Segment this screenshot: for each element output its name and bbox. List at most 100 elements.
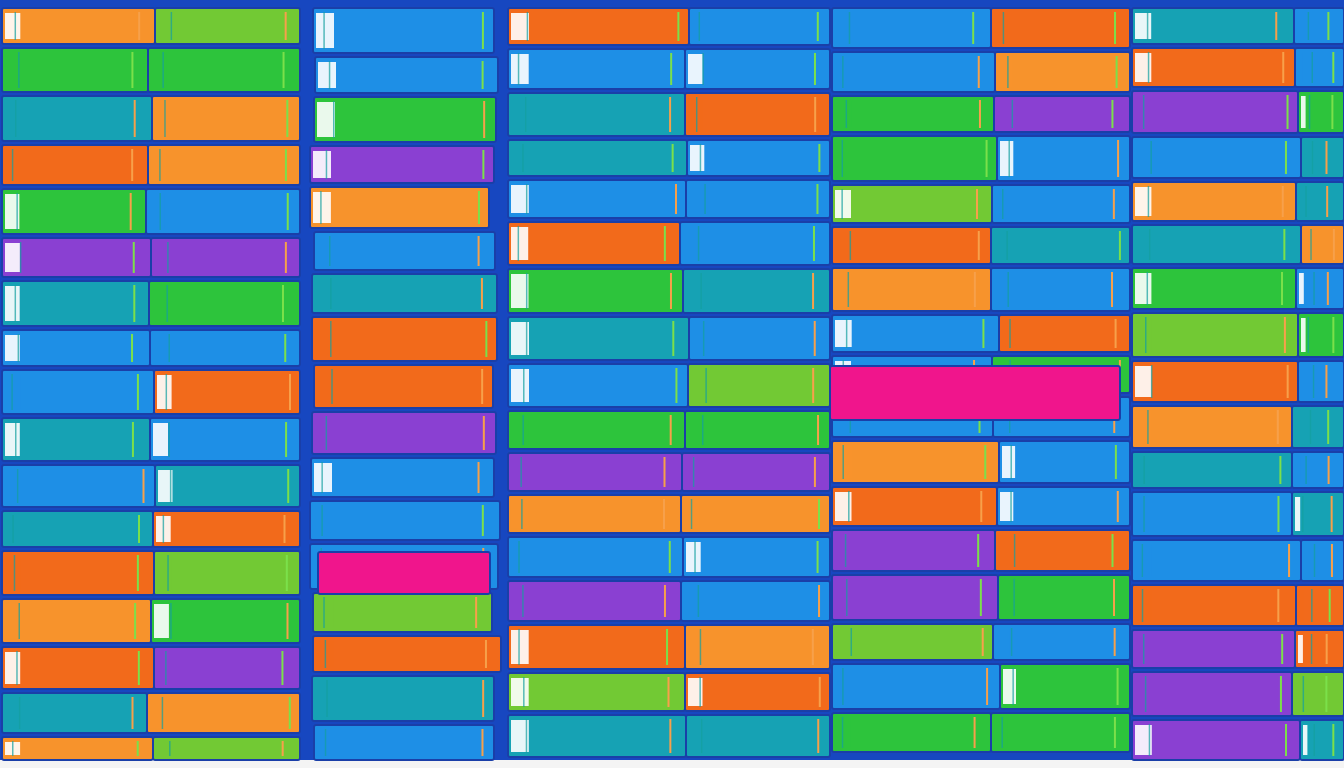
book-pages <box>313 151 331 178</box>
book-pages <box>1303 725 1308 755</box>
book <box>1 550 155 596</box>
book <box>680 580 831 622</box>
book-pages <box>835 580 852 615</box>
book-pages <box>153 423 168 456</box>
book <box>507 672 686 712</box>
book <box>507 494 682 534</box>
book-pages <box>5 556 21 590</box>
book-pages <box>1135 13 1152 39</box>
book-pages <box>5 101 20 136</box>
book-pages <box>686 542 701 572</box>
book-pages <box>1135 411 1151 443</box>
book-pages <box>835 232 851 259</box>
book-pages <box>1135 545 1152 576</box>
book-pages <box>155 101 170 136</box>
book-pages <box>998 535 1012 566</box>
book-pages <box>5 13 21 39</box>
book <box>311 316 498 362</box>
book-pages <box>1298 53 1303 82</box>
book-pages <box>511 54 529 84</box>
book <box>311 411 497 455</box>
book <box>507 268 684 314</box>
book <box>685 714 831 758</box>
book-pages <box>511 542 529 572</box>
book <box>1131 7 1295 45</box>
book-pages <box>835 320 852 347</box>
book-pages <box>154 604 169 638</box>
book-pages <box>150 698 166 728</box>
book <box>146 692 301 734</box>
book-pages <box>689 720 704 752</box>
book-pages <box>688 98 703 131</box>
book-pages <box>5 53 20 87</box>
book-pages <box>1002 320 1016 347</box>
book-pages <box>1135 366 1152 397</box>
book-pages <box>1299 187 1304 216</box>
book-pages <box>5 698 20 728</box>
book <box>1294 47 1344 88</box>
book-pages <box>1003 669 1016 704</box>
book <box>685 179 831 219</box>
book <box>1293 7 1344 45</box>
book-pages <box>158 470 173 502</box>
book-pages <box>5 194 20 229</box>
book-pages <box>1304 545 1309 576</box>
book-pages <box>157 652 172 684</box>
book <box>687 363 831 408</box>
book-pages <box>994 13 1008 43</box>
book <box>149 417 301 462</box>
book <box>1294 629 1344 669</box>
book <box>147 144 301 186</box>
book <box>1131 360 1299 403</box>
book-pages <box>511 322 529 355</box>
book-pages <box>835 273 851 306</box>
book <box>1131 224 1302 265</box>
book <box>1300 539 1344 582</box>
book <box>1291 671 1344 717</box>
book-pages <box>835 101 852 127</box>
book-pages <box>315 322 333 356</box>
book <box>991 184 1131 224</box>
book-pages <box>1135 142 1152 173</box>
book-pages <box>994 232 1008 259</box>
book <box>831 7 992 49</box>
book-pages <box>511 678 529 706</box>
book <box>153 646 301 690</box>
book <box>996 135 1131 182</box>
book <box>507 7 690 46</box>
book <box>312 635 502 673</box>
book <box>831 95 995 133</box>
magenta-book <box>317 551 491 595</box>
book-pages <box>511 145 529 171</box>
book <box>1131 719 1301 761</box>
book-pages <box>1000 492 1014 521</box>
book <box>507 92 686 137</box>
book <box>684 410 831 450</box>
book <box>831 712 992 753</box>
book <box>507 179 687 219</box>
book <box>312 7 495 54</box>
book-pages <box>157 375 172 409</box>
book <box>1295 584 1344 627</box>
book <box>684 48 831 90</box>
book <box>507 714 687 758</box>
book <box>150 237 301 278</box>
book <box>1 369 155 415</box>
book <box>1131 90 1299 134</box>
book-pages <box>835 535 852 566</box>
book <box>312 592 493 633</box>
book <box>1131 267 1297 310</box>
book-pages <box>1001 580 1015 615</box>
book <box>150 598 301 644</box>
book <box>680 494 831 534</box>
book <box>507 580 682 622</box>
book <box>1 237 152 278</box>
book-pages <box>1135 187 1152 216</box>
book <box>831 135 998 182</box>
book-pages <box>1135 318 1152 352</box>
book <box>1 646 155 690</box>
book <box>688 7 831 46</box>
book-pages <box>1135 497 1151 531</box>
